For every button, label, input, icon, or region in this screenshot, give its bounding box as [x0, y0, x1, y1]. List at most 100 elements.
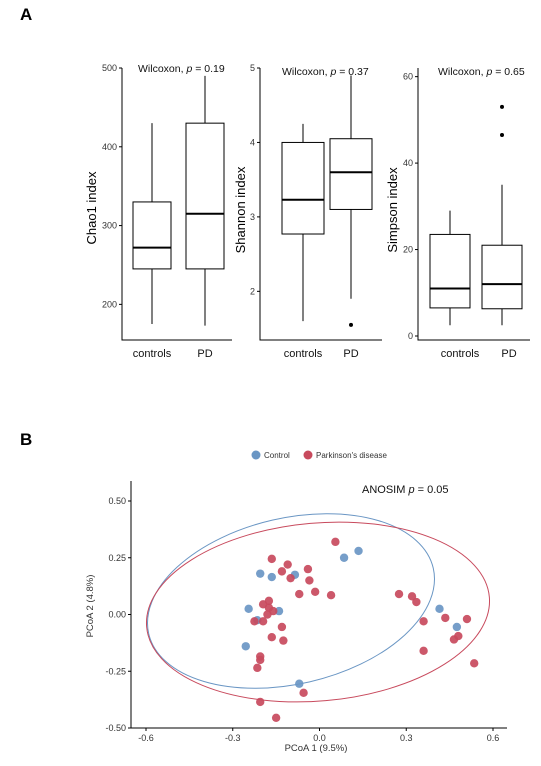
- stat-value: = 0.37: [336, 66, 369, 78]
- category-label-controls: controls: [133, 348, 172, 360]
- point-pd-11: [295, 589, 304, 599]
- box-pd: [329, 138, 373, 210]
- boxplot-shannon: 2 3 4 5 Shannon index Wilcoxon, p = 0.37 co…: [233, 63, 382, 360]
- point-pd-22: [256, 655, 265, 665]
- y-tick-label-2: 0.00: [108, 610, 126, 620]
- axis-lines: [417, 68, 530, 341]
- point-control-5: [244, 604, 253, 614]
- point-pd-21: [253, 663, 262, 673]
- point-pd-26: [394, 589, 404, 599]
- boxplot-chao1: 200 300 400 500 Chao1 index Wilcoxon, p = 0…: [84, 63, 232, 360]
- boxplot-simpson: 0 20 40 60 Simpson index Wilcoxon, p = 0.65…: [385, 66, 530, 360]
- pd-ellipse: [145, 521, 491, 703]
- legend-label-control: Control: [264, 451, 290, 460]
- point-pd-3: [286, 573, 295, 583]
- category-label-controls: controls: [284, 348, 323, 360]
- x-axis-title: PCoA 1 (9.5%): [285, 743, 348, 754]
- y-axis-title: PCoA 2 (4.8%): [85, 575, 96, 638]
- anosim-annotation: ANOSIM p = 0.05: [362, 484, 449, 496]
- point-pd-12: [310, 587, 320, 596]
- point-pd-30: [419, 646, 428, 656]
- point-pd-13: [326, 591, 336, 600]
- y-tick-label-0: -0.50: [105, 723, 126, 733]
- box-controls: [132, 201, 172, 270]
- point-pd-5: [305, 576, 314, 585]
- x-tick-label-4: 0.6: [487, 733, 500, 743]
- category-label-pd: PD: [343, 348, 358, 360]
- scatter-ticks: -0.6 -0.3 0.0 0.3 0.6 -0.50 -0.25 0.00 0.25 0.50: [105, 496, 499, 743]
- point-pd-25: [271, 713, 281, 722]
- point-pd-1: [283, 560, 292, 569]
- point-pd-14: [263, 610, 272, 619]
- y-tick-label-500: 500: [102, 63, 117, 73]
- point-pd-15: [258, 617, 268, 626]
- point-control-1: [267, 572, 276, 582]
- y-tick-label-60: 60: [403, 72, 413, 82]
- point-control-4: [354, 546, 363, 556]
- point-control-8: [241, 642, 250, 651]
- y-tick-label-200: 200: [102, 299, 117, 309]
- point-control-11: [452, 622, 462, 632]
- category-label-controls: controls: [441, 348, 480, 360]
- box-pd: [481, 244, 523, 310]
- y-tick-label-0: 0: [408, 331, 413, 341]
- stat-value: = 0.19: [192, 63, 225, 75]
- y-tick-label-3: 3: [250, 212, 255, 222]
- point-pd-6: [331, 537, 340, 547]
- point-pd-19: [279, 636, 288, 645]
- point-pd-28: [412, 597, 421, 607]
- y-tick-label-3: 0.25: [108, 553, 126, 563]
- point-pd-23: [299, 688, 308, 698]
- outlier-pd-1: [500, 104, 504, 109]
- stat-value: = 0.65: [492, 66, 525, 78]
- point-pd-24: [256, 697, 265, 707]
- y-tick-label-2: 2: [250, 286, 255, 296]
- wilcoxon-label: Wilcoxon, p = 0.37: [282, 66, 369, 78]
- point-pd-17: [250, 617, 259, 626]
- point-control-0: [256, 569, 265, 578]
- axis-lines: [259, 68, 382, 341]
- y-axis-title: Shannon index: [233, 166, 248, 253]
- point-pd-4: [303, 564, 313, 574]
- point-pd-34: [454, 631, 463, 641]
- point-pd-31: [441, 613, 450, 623]
- y-tick-label-5: 5: [250, 63, 255, 73]
- axis-lines: [121, 68, 232, 341]
- stat-prefix: Wilcoxon,: [138, 63, 186, 75]
- point-pd-29: [419, 617, 428, 626]
- panel-label-b: B: [20, 430, 32, 449]
- category-label-pd: PD: [197, 348, 212, 360]
- point-pd-32: [462, 614, 472, 624]
- y-axis-title: Chao1 index: [84, 171, 99, 244]
- point-control-3: [339, 553, 349, 562]
- y-tick-label-1: -0.25: [105, 666, 126, 676]
- anosim-value: = 0.05: [415, 484, 449, 496]
- legend-marker-pd: [303, 450, 313, 460]
- y-tick-label-40: 40: [403, 158, 413, 168]
- scatter-points: [241, 537, 479, 722]
- wilcoxon-label: Wilcoxon, p = 0.65: [438, 66, 525, 78]
- y-axis-title: Simpson index: [385, 167, 400, 253]
- box-controls: [281, 141, 325, 235]
- point-pd-2: [277, 567, 287, 576]
- point-pd-18: [267, 633, 276, 642]
- pcoa-scatter: Control Parkinson's disease ANOSIM p = 0…: [85, 450, 507, 754]
- box-pd: [185, 122, 225, 270]
- point-control-6: [274, 606, 284, 616]
- anosim-p: p: [407, 484, 414, 496]
- stat-p: p: [485, 66, 492, 78]
- x-tick-label-1: -0.3: [225, 733, 241, 743]
- y-ticks: 0 20 40 60: [403, 72, 418, 341]
- point-pd-0: [267, 554, 276, 564]
- y-tick-label-300: 300: [102, 221, 117, 231]
- panel-label-a: A: [20, 5, 32, 24]
- x-tick-label-0: -0.6: [138, 733, 154, 743]
- y-ticks: 200 300 400 500: [102, 63, 122, 309]
- boxes: [429, 104, 523, 326]
- y-tick-label-4: 4: [250, 137, 255, 147]
- point-control-10: [435, 604, 444, 614]
- y-tick-label-20: 20: [403, 245, 413, 255]
- category-label-pd: PD: [501, 348, 516, 360]
- box-controls: [429, 233, 471, 309]
